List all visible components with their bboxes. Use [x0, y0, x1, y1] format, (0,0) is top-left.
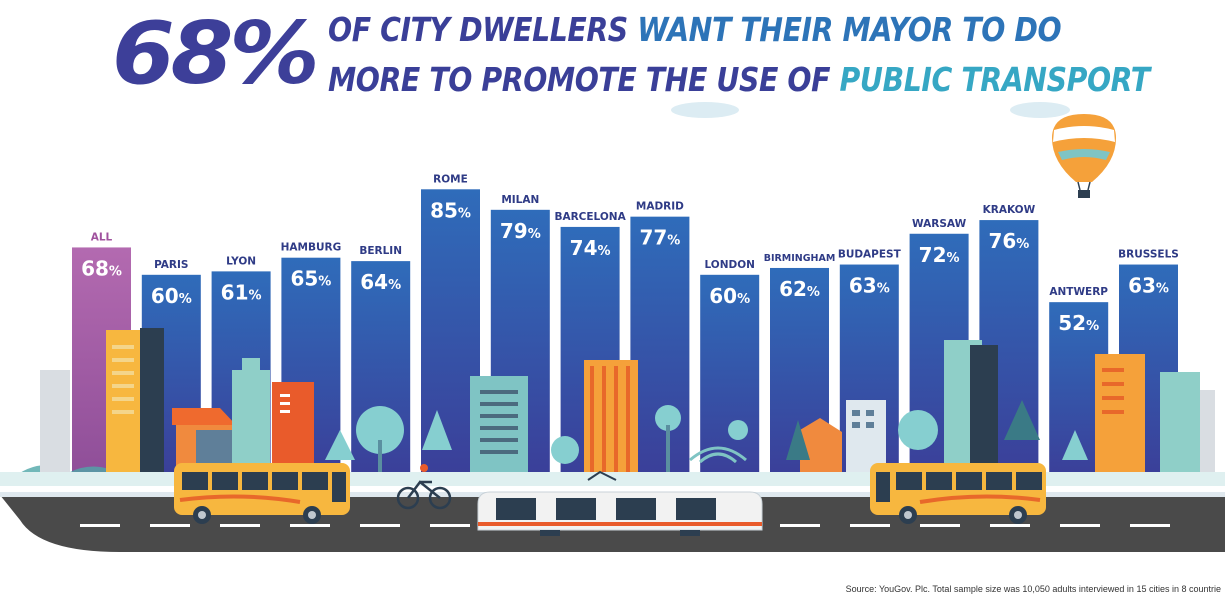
headline-line-1-part-b: WANT THEIR MAYOR TO DO	[637, 10, 1062, 49]
hot-air-balloon-icon	[1052, 114, 1116, 198]
value-label-paris: 60%	[151, 284, 192, 308]
category-label-budapest: BUDAPEST	[838, 249, 902, 261]
category-label-birmingham: BIRMINGHAM	[764, 253, 836, 264]
category-label-milan: MILAN	[501, 194, 539, 206]
bar-madrid	[630, 216, 690, 480]
category-label-madrid: MADRID	[636, 201, 684, 213]
headline-line-1: OF CITY DWELLERS WANT THEIR MAYOR TO DO	[328, 10, 1062, 50]
value-label-antwerp: 52%	[1058, 311, 1099, 335]
category-label-brussels: BRUSSELS	[1118, 249, 1179, 261]
bicycle-icon	[396, 464, 452, 510]
value-label-berlin: 64%	[360, 270, 401, 294]
tram-icon	[477, 446, 763, 536]
category-label-london: LONDON	[704, 259, 754, 271]
cloud-icon	[671, 102, 1070, 118]
value-label-rome: 85%	[430, 198, 471, 222]
bus-icon	[870, 463, 1046, 524]
category-label-lyon: LYON	[226, 255, 256, 267]
value-label-warsaw: 72%	[919, 243, 960, 267]
category-label-barcelona: BARCELONA	[554, 211, 626, 223]
value-label-madrid: 77%	[639, 226, 680, 250]
value-label-budapest: 63%	[849, 274, 890, 298]
headline-percent: 68%	[112, 4, 320, 104]
value-label-barcelona: 74%	[570, 236, 611, 260]
value-label-milan: 79%	[500, 219, 541, 243]
headline-line-2-part-b: PUBLIC TRANSPORT	[839, 60, 1151, 99]
headline-line-1-part-a: OF CITY DWELLERS	[328, 10, 638, 49]
category-label-berlin: BERLIN	[359, 245, 402, 257]
headline-line-2: MORE TO PROMOTE THE USE OF PUBLIC TRANSP…	[328, 60, 1150, 100]
city-bar-chart: ALL 68% PARIS 60% LYON 61% HAMBURG 65% BERLIN 64%…	[0, 102, 1225, 552]
value-label-birmingham: 62%	[779, 277, 820, 301]
category-label-warsaw: WARSAW	[912, 218, 967, 230]
category-label-krakow: KRAKOW	[983, 204, 1036, 216]
category-label-all: ALL	[91, 231, 113, 243]
value-label-krakow: 76%	[988, 229, 1029, 253]
value-label-brussels: 63%	[1128, 274, 1169, 298]
value-label-lyon: 61%	[221, 280, 262, 304]
value-label-hamburg: 65%	[290, 267, 331, 291]
value-label-london: 60%	[709, 284, 750, 308]
category-label-hamburg: HAMBURG	[281, 242, 342, 254]
headline-line-2-part-a: MORE TO PROMOTE THE USE OF	[328, 60, 840, 99]
category-label-paris: PARIS	[154, 259, 188, 271]
source-note: Source: YouGov. Plc. Total sample size w…	[845, 584, 1221, 594]
category-label-antwerp: ANTWERP	[1049, 286, 1108, 298]
bar-london	[700, 274, 760, 480]
bus-icon	[174, 463, 350, 524]
value-label-all: 68%	[81, 256, 122, 280]
category-label-rome: ROME	[433, 173, 468, 185]
headline: 68% OF CITY DWELLERS WANT THEIR MAYOR TO…	[0, 0, 1225, 110]
